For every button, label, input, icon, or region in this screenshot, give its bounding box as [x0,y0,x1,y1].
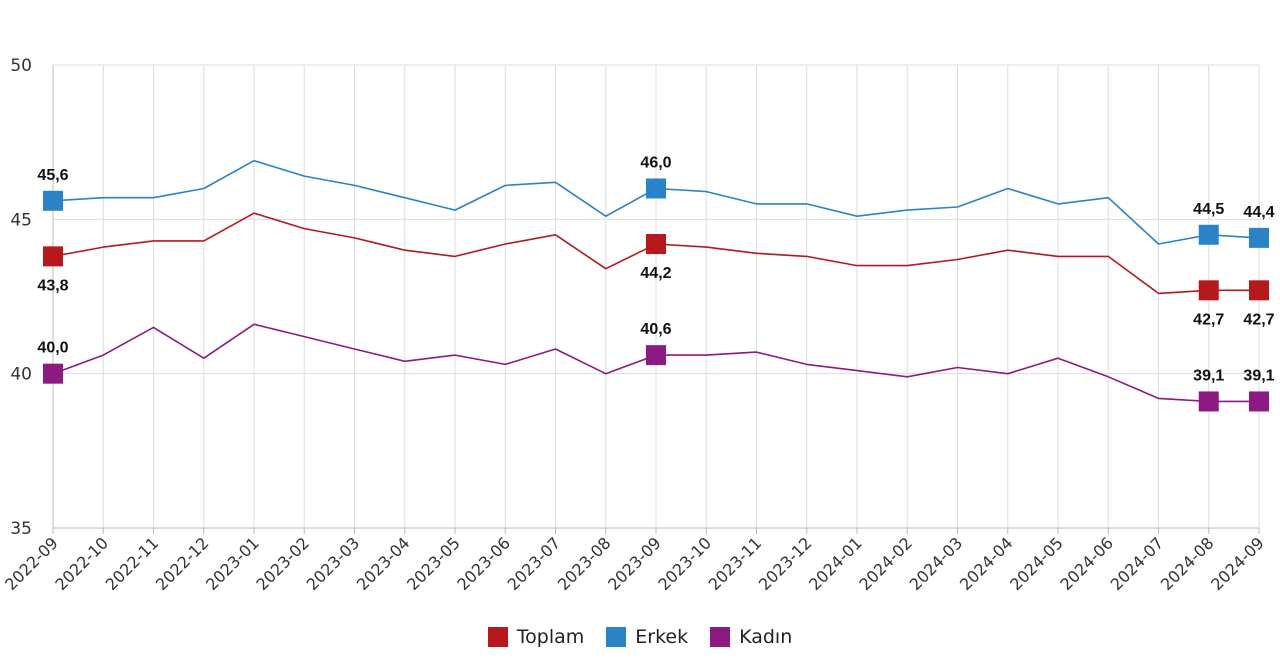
x-tick-label: 2024-01 [805,533,866,594]
point-marker-kadin[interactable] [1198,391,1219,412]
data-label-erkek: 44,5 [1193,201,1224,218]
point-marker-toplam[interactable] [43,246,63,267]
legend-swatch-toplam [487,627,508,647]
x-tick-label: 2024-08 [1157,533,1218,594]
x-tick-label: 2024-09 [1207,533,1268,594]
legend-label-kadin: Kadın [739,626,793,648]
x-tick-label: 2024-02 [855,533,916,594]
data-label-toplam: 43,8 [37,277,68,294]
legend: Toplam Erkek Kadın [0,626,1280,648]
x-tick-label: 2023-09 [604,533,665,594]
point-marker-toplam[interactable] [646,234,666,255]
data-label-erkek: 45,6 [37,167,68,184]
point-marker-toplam[interactable] [1249,280,1269,301]
x-tick-label: 2024-06 [1056,533,1117,594]
point-marker-kadin[interactable] [1249,391,1269,412]
x-tick-label: 2023-10 [654,533,715,594]
y-tick-label: 45 [10,210,32,230]
legend-swatch-kadin [710,627,731,647]
point-marker-erkek[interactable] [1198,224,1219,245]
x-tick-label: 2024-03 [906,533,967,594]
data-label-kadin: 40,6 [640,321,671,338]
point-marker-toplam[interactable] [1198,280,1219,301]
axes: 354045502022-092022-102022-112022-122023… [1,56,1268,594]
x-tick-label: 2022-09 [1,533,62,594]
x-tick-label: 2023-12 [755,533,816,594]
x-tick-label: 2023-02 [252,533,313,594]
grid [52,64,1260,529]
x-tick-label: 2022-10 [51,533,112,594]
point-marker-erkek[interactable] [646,178,666,199]
x-tick-label: 2023-06 [453,533,514,594]
point-markers [43,178,1269,412]
data-label-erkek: 44,4 [1243,204,1274,221]
x-tick-label: 2023-08 [554,533,615,594]
data-label-kadin: 39,1 [1193,367,1224,384]
y-tick-label: 35 [10,519,32,539]
point-marker-erkek[interactable] [1249,227,1269,248]
point-marker-kadin[interactable] [43,363,63,384]
point-marker-erkek[interactable] [43,190,63,211]
data-label-kadin: 39,1 [1243,367,1274,384]
x-tick-label: 2023-01 [202,533,263,594]
x-tick-label: 2022-12 [152,533,213,594]
x-tick-label: 2024-07 [1107,533,1168,594]
x-tick-label: 2022-11 [102,533,163,594]
data-labels: 43,8 44,2 42,7 42,7 45,6 46,0 44,5 44,4 40,0 40,6… [37,154,1274,384]
x-tick-label: 2024-04 [956,533,1017,594]
x-tick-label: 2023-03 [303,533,364,594]
data-label-toplam: 42,7 [1193,311,1224,328]
legend-item-erkek[interactable]: Erkek [606,626,688,648]
legend-swatch-erkek [606,627,627,647]
x-tick-label: 2023-05 [403,533,464,594]
legend-label-toplam: Toplam [516,626,585,648]
x-tick-label: 2023-04 [353,533,414,594]
data-label-toplam: 44,2 [640,265,671,282]
legend-item-toplam[interactable]: Toplam [487,626,585,648]
data-label-erkek: 46,0 [640,154,671,171]
legend-item-kadin[interactable]: Kadın [710,626,792,648]
x-tick-label: 2024-05 [1006,533,1067,594]
x-tick-label: 2023-11 [705,533,766,594]
data-label-kadin: 40,0 [37,340,68,357]
y-tick-label: 50 [10,56,32,76]
point-marker-kadin[interactable] [646,345,666,366]
legend-label-erkek: Erkek [635,626,689,648]
y-tick-label: 40 [10,365,32,385]
data-label-toplam: 42,7 [1243,311,1274,328]
x-tick-label: 2023-07 [504,533,565,594]
